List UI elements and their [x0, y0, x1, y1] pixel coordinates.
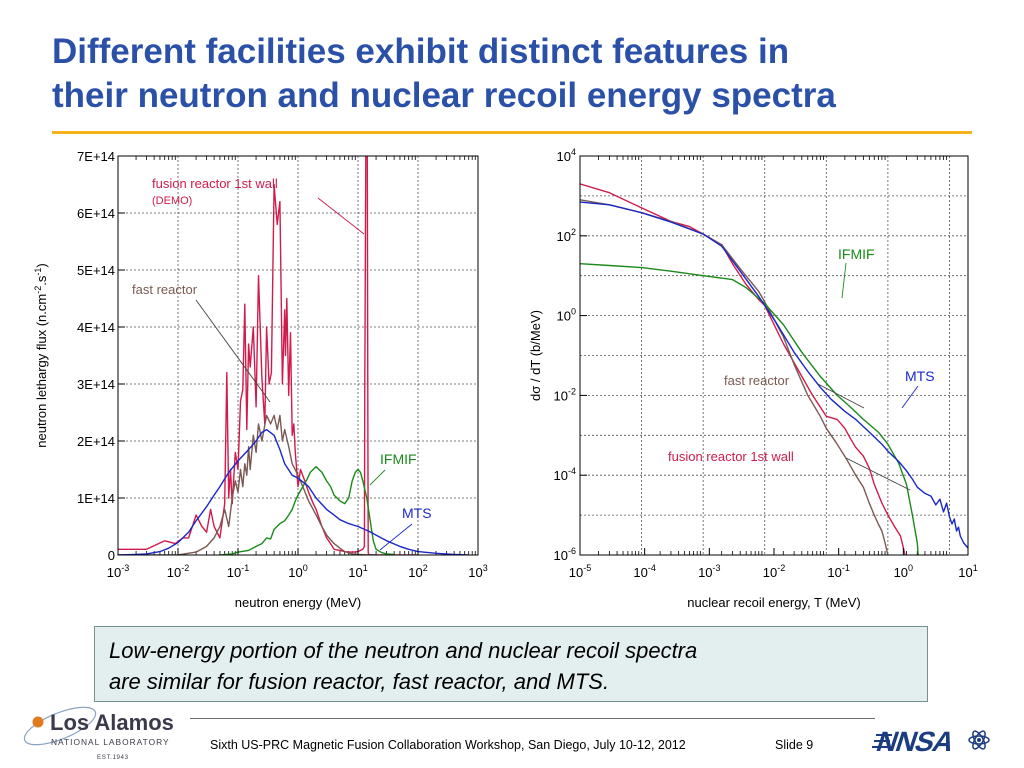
series-line-fast	[118, 414, 377, 555]
y-tick-label: 10-6	[554, 546, 576, 563]
annotation-fusion-leader	[317, 197, 365, 235]
y-tick-label: 4E+14	[77, 320, 115, 335]
series-line-ifmif	[580, 263, 919, 555]
nnsa-logo: NNSA	[872, 727, 990, 758]
annotation-ifmif-leader	[841, 262, 847, 299]
slide-title-line2: their neutron and nuclear recoil energy …	[52, 76, 836, 115]
annotation-fusion: fusion reactor 1st wall	[668, 449, 794, 464]
annotation-fast: fast reactor	[132, 282, 198, 297]
atom-icon	[968, 730, 990, 750]
x-tick-label: 101	[958, 563, 977, 580]
y-tick-label: 10-2	[554, 386, 576, 403]
x-tick-label: 10-3	[698, 563, 720, 580]
y-tick-label: 100	[557, 307, 576, 324]
x-axis-label: neutron energy (MeV)	[235, 595, 361, 610]
nnsa-bg	[876, 728, 971, 752]
nnsa-text: NNSA	[872, 727, 958, 758]
neutron-spectrum-chart: 10-3 10-2 10-1 100 101 102 103 0 1E+14 2E+14 3E+14…	[33, 149, 488, 610]
annotation-mts: MTS	[905, 368, 935, 384]
annotation-fusion: fusion reactor 1st wall	[152, 176, 278, 191]
x-axis-label: nuclear recoil energy, T (MeV)	[687, 595, 860, 610]
y-tick-label: 0	[108, 548, 115, 563]
annotation-fast: fast reactor	[724, 373, 790, 388]
annotation-ifmif: IFMIF	[380, 451, 417, 467]
x-tick-label: 10-4	[633, 563, 655, 580]
annotation-mts: MTS	[402, 505, 432, 521]
slide-number: Slide 9	[775, 738, 814, 752]
y-tick-label: 10-4	[554, 466, 576, 483]
y-tick-label: 2E+14	[77, 434, 115, 449]
x-tick-label: 101	[348, 563, 367, 580]
y-axis-label: neutron lethargy flux (n.cm-2.s-1)	[33, 263, 49, 447]
y-tick-label: 3E+14	[77, 377, 115, 392]
los-alamos-logo: Los Alamos NATIONAL LABORATORY EST.1943	[23, 706, 174, 761]
y-axis-label: dσ / dT (b/MeV)	[528, 310, 543, 401]
series-line-fusion	[118, 156, 418, 555]
y-tick-label: 102	[557, 227, 576, 244]
summary-note: Low-energy portion of the neutron and nu…	[94, 626, 928, 702]
x-tick-label: 10-1	[227, 563, 249, 580]
x-tick-label: 100	[288, 563, 307, 580]
x-tick-label: 10-1	[827, 563, 849, 580]
slide-title-line1: Different facilities exhibit distinct fe…	[52, 32, 790, 71]
logo-name: Los Alamos	[50, 710, 174, 735]
summary-note-line1: Low-energy portion of the neutron and nu…	[109, 638, 698, 663]
title-divider	[52, 131, 972, 134]
annotation-ifmif: IFMIF	[838, 246, 875, 262]
logo-orbit-icon	[23, 706, 97, 746]
series-line-ifmif	[219, 465, 395, 555]
x-tick-label: 10-2	[763, 563, 785, 580]
x-tick-label: 102	[408, 563, 427, 580]
annotation-mts-leader	[901, 385, 919, 409]
series-group	[580, 183, 968, 555]
series-line-mts	[580, 201, 968, 549]
annotation-fusion-leader	[845, 457, 911, 491]
y-tick-label: 6E+14	[77, 206, 115, 221]
y-tick-label: 104	[557, 147, 576, 164]
annotation-fast-leader	[195, 299, 271, 403]
annotation-fast-leader	[817, 383, 865, 409]
series-line-fusion	[580, 183, 906, 555]
series-group	[118, 156, 469, 555]
x-tick-label: 10-3	[107, 563, 129, 580]
series-line-mts	[118, 428, 469, 555]
footer-text: Sixth US-PRC Magnetic Fusion Collaborati…	[210, 738, 686, 752]
y-tick-label: 1E+14	[77, 491, 115, 506]
y-tick-label: 7E+14	[77, 149, 115, 164]
annotation-demo: (DEMO)	[152, 195, 192, 207]
x-tick-label: 10-5	[569, 563, 591, 580]
annotation-ifmif-leader	[369, 469, 386, 486]
recoil-spectrum-chart: 10-5 10-4 10-3 10-2 10-1 100 101 10-6 10-4 10-2 10…	[528, 147, 978, 610]
footer-divider	[190, 718, 875, 719]
x-tick-label: 10-2	[167, 563, 189, 580]
x-tick-label: 100	[894, 563, 913, 580]
annotation-mts-leader	[379, 523, 413, 551]
logo-dot-icon	[32, 716, 44, 728]
summary-note-line2: are similar for fusion reactor, fast rea…	[109, 669, 610, 694]
logo-sub: NATIONAL LABORATORY	[51, 737, 170, 747]
y-tick-label: 5E+14	[77, 263, 115, 278]
x-tick-label: 103	[468, 563, 487, 580]
logo-est: EST.1943	[97, 754, 129, 761]
slide-title: Different facilities exhibit distinct fe…	[52, 30, 992, 118]
